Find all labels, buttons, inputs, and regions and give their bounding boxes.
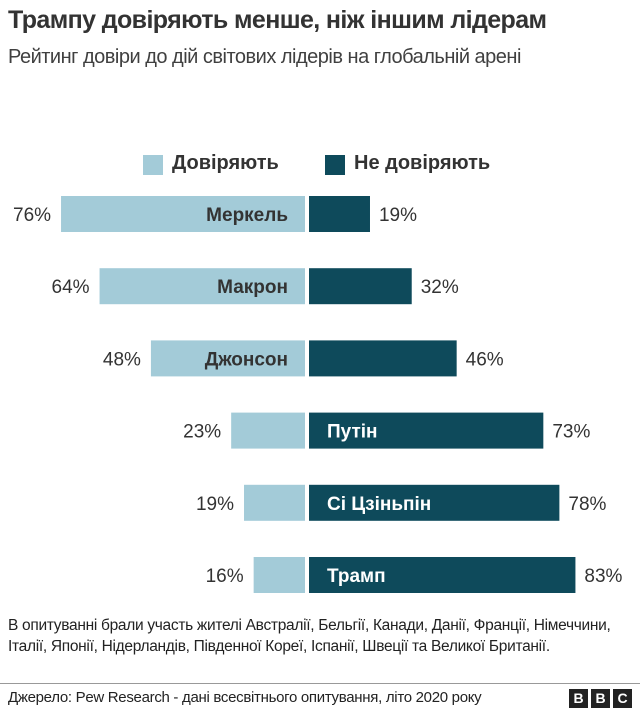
category-label: Меркель — [206, 205, 288, 226]
value-label-trust: 19% — [196, 494, 234, 515]
bar-trust — [244, 484, 305, 521]
bar-distrust — [309, 340, 457, 377]
bar-trust — [150, 340, 305, 377]
bar-distrust — [309, 557, 576, 593]
legend-swatch-trust — [143, 155, 163, 175]
value-label-trust: 16% — [206, 566, 244, 587]
bar-trust — [61, 196, 305, 232]
value-label-distrust: 73% — [552, 422, 590, 443]
value-label-trust: 23% — [183, 422, 221, 443]
bbc-logo-letter: B — [591, 689, 610, 708]
value-label-distrust: 19% — [379, 205, 417, 226]
bar-trust — [253, 557, 305, 593]
chart-subtitle: Рейтинг довіри до дій світових лідерів н… — [8, 46, 521, 68]
category-label: Сі Цзіньпін — [327, 494, 431, 515]
category-label: Путін — [327, 422, 378, 443]
value-label-distrust: 32% — [421, 277, 459, 298]
source: Джерело: Pew Research - дані всесвітньог… — [8, 689, 482, 706]
value-label-distrust: 83% — [584, 566, 622, 587]
bar-distrust — [309, 196, 370, 232]
value-label-distrust: 46% — [466, 349, 504, 370]
value-label-trust: 76% — [13, 205, 51, 226]
bar-distrust — [309, 268, 412, 305]
value-label-distrust: 78% — [568, 494, 606, 515]
bar-trust — [231, 412, 305, 449]
bar-distrust — [309, 484, 560, 521]
value-label-trust: 48% — [103, 349, 141, 370]
category-label: Трамп — [327, 566, 386, 587]
bar-distrust — [309, 412, 544, 449]
category-label: Джонсон — [205, 349, 288, 370]
category-label: Макрон — [217, 277, 288, 298]
legend-label-distrust: Не довіряють — [354, 152, 491, 174]
legend-label-trust: Довіряють — [172, 152, 279, 174]
footnote: В опитуванні брали участь жителі Австрал… — [8, 617, 611, 655]
divider — [0, 683, 640, 684]
bar-trust — [99, 268, 305, 305]
chart-title: Трампу довіряють менше, ніж іншим лідера… — [8, 6, 547, 34]
bbc-logo-letter: C — [613, 689, 632, 708]
legend: Довіряють Не довіряють — [0, 152, 640, 178]
bbc-logo: B B C — [569, 689, 632, 708]
bbc-logo-letter: B — [569, 689, 588, 708]
value-label-trust: 64% — [52, 277, 90, 298]
legend-swatch-distrust — [325, 155, 345, 175]
